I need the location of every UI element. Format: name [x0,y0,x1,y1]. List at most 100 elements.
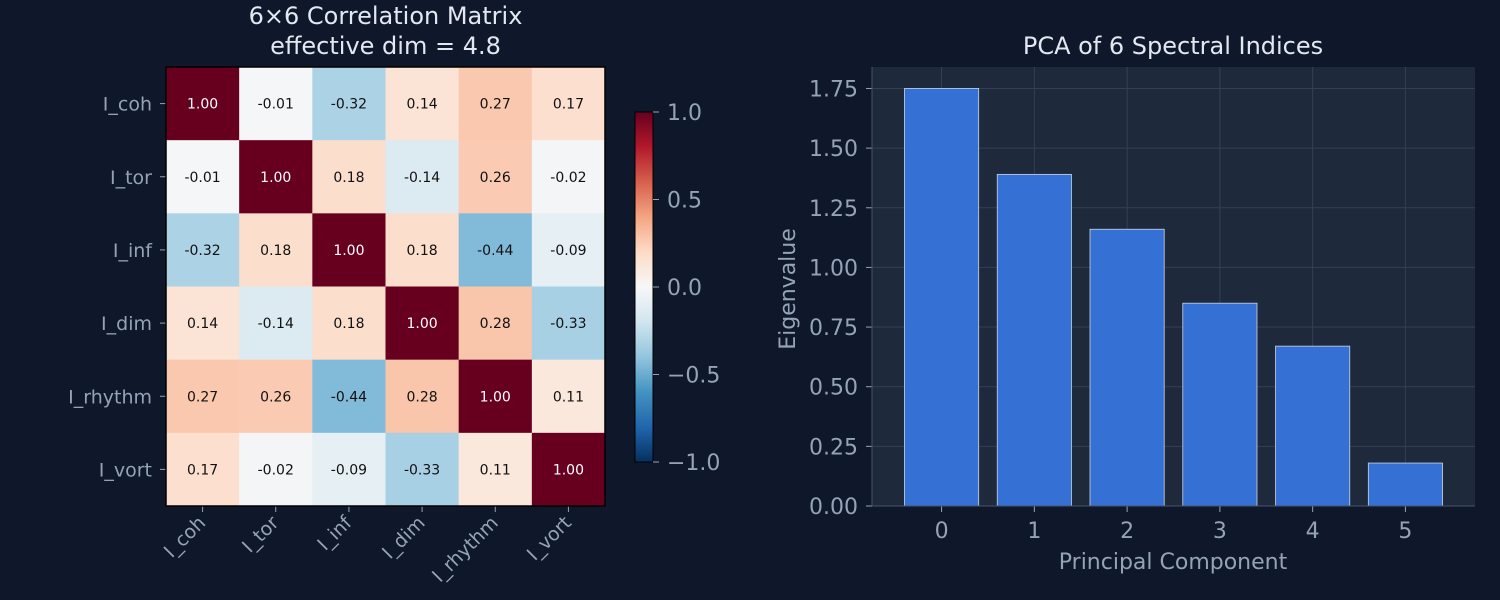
heatmap-cell-label-3-3: 1.00 [406,316,437,332]
heatmap-row-label-4: I_rhythm [68,386,152,408]
heatmap-cell-label-5-3: -0.33 [404,462,440,478]
heatmap-cells: 1.00 -0.01 -0.32 0.14 0.27 0.17 -0.01 1.00 0.18 -… [166,67,606,507]
heatmap-subtitle: effective dim = 4.8 [270,32,501,60]
heatmap-cell-label-1-3: -0.14 [404,170,440,186]
heatmap-cell-label-1-2: 0.18 [333,170,364,186]
barchart-y-tick-label-5: 1.25 [809,197,858,222]
heatmap-cell-label-0-5: 0.17 [553,97,584,113]
barchart-y-tick-label-7: 1.75 [809,77,858,102]
heatmap-cell-label-5-0: 0.17 [187,462,218,478]
barchart-x-tick-label-2: 2 [1120,519,1134,544]
barchart-x-tick-label-5: 5 [1398,519,1412,544]
heatmap-cell-4-1 [239,359,313,434]
heatmap-cell-label-2-1: 0.18 [260,243,291,259]
heatmap-cell-label-5-4: 0.11 [480,462,511,478]
barchart-x-tick-label-0: 0 [935,519,949,544]
heatmap-cell-0-0 [166,67,240,141]
barchart-bar-4 [1275,345,1351,507]
heatmap-cell-label-2-5: -0.09 [550,243,586,259]
heatmap-cell-1-4 [458,140,533,214]
colorbar-tick-label-0: 1.0 [667,101,702,126]
heatmap-cell-label-0-4: 0.27 [480,97,511,113]
heatmap-cell-label-4-3: 0.28 [406,389,437,405]
heatmap-cell-3-5 [531,286,606,361]
heatmap-cell-label-4-2: -0.44 [331,389,367,405]
heatmap-cell-label-3-4: 0.28 [480,316,511,332]
correlation-heatmap-chart: 6×6 Correlation Matrix effective dim = 4… [68,2,606,587]
barchart-bar-1 [996,173,1072,507]
heatmap-cell-3-2 [312,286,386,361]
heatmap-cell-label-1-5: -0.02 [550,170,586,186]
heatmap-cell-3-0 [166,286,240,361]
heatmap-col-label-5: I_vort [523,512,576,565]
heatmap-cell-label-4-4: 1.00 [480,389,511,405]
heatmap-row-label-0: I_coh [103,94,152,116]
heatmap-row-label-1: I_tor [110,167,152,189]
barchart-y-tick-label-3: 0.75 [809,316,858,341]
heatmap-cell-0-3 [385,67,460,141]
barchart-x-tick-label-3: 3 [1213,519,1227,544]
heatmap-col-label-4: I_rhythm [428,512,503,587]
heatmap-title: 6×6 Correlation Matrix [249,2,523,30]
barchart-y-tick-label-2: 0.50 [809,376,858,401]
heatmap-cell-label-4-1: 0.26 [260,389,291,405]
heatmap-cell-4-5 [531,359,606,434]
heatmap-cell-label-5-2: -0.09 [331,462,367,478]
heatmap-cell-4-3 [385,359,460,434]
heatmap-cell-label-1-1: 1.00 [260,170,291,186]
heatmap-cell-0-2 [312,67,386,141]
heatmap-cell-label-3-5: -0.33 [550,316,586,332]
heatmap-cell-0-1 [239,67,313,141]
barchart-xlabel: Principal Component [1059,550,1288,575]
heatmap-cell-label-4-0: 0.27 [187,389,218,405]
heatmap-frame [165,66,606,507]
heatmap-col-label-0: I_coh [160,512,210,562]
heatmap-cell-0-5 [531,67,606,141]
colorbar-tick-label-3: −0.5 [667,364,720,389]
heatmap-cell-label-2-2: 1.00 [333,243,364,259]
heatmap-cell-1-2 [312,140,386,214]
heatmap-col-label-1: I_tor [238,512,283,557]
heatmap-cell-3-3 [385,286,460,361]
heatmap-cell-5-4 [458,432,533,507]
barchart-x-ticks: 0 1 2 3 4 5 [935,506,1412,544]
heatmap-cell-2-1 [239,213,313,287]
heatmap-col-label-3: I_dim [378,512,430,564]
heatmap-cell-1-1 [239,140,313,214]
heatmap-col-label-2: I_inf [313,511,357,555]
heatmap-cell-0-4 [458,67,533,141]
heatmap-row-label-3: I_dim [101,313,152,335]
heatmap-cell-label-3-0: 0.14 [187,316,218,332]
heatmap-cell-5-1 [239,432,313,507]
heatmap-row-labels: I_coh I_tor I_inf I_dim I_rhythm I_vort [68,94,166,481]
heatmap-cell-label-3-2: 0.18 [333,316,364,332]
heatmap-cell-label-4-5: 0.11 [553,389,584,405]
heatmap-cell-label-5-5: 1.00 [553,462,584,478]
heatmap-cell-label-0-0: 1.00 [187,97,218,113]
heatmap-cell-1-5 [531,140,606,214]
heatmap-cell-2-5 [531,213,606,287]
colorbar-tick-label-2: 0.0 [667,276,702,301]
heatmap-cell-label-0-2: -0.32 [331,97,367,113]
pca-bar-chart: PCA of 6 Spectral Indices 0.000.250.500.… [776,32,1475,575]
colorbar-tick-label-4: −1.0 [667,451,720,476]
barchart-y-tick-label-4: 1.00 [809,256,858,281]
colorbar-ticks: 1.0 0.5 0.0 −0.5 −1.0 [653,101,720,476]
heatmap-cell-4-2 [312,359,386,434]
heatmap-cell-label-1-4: 0.26 [480,170,511,186]
barchart-y-tick-label-6: 1.50 [809,137,858,162]
heatmap-cell-label-0-1: -0.01 [258,97,294,113]
heatmap-cell-5-3 [385,432,460,507]
heatmap-cell-3-1 [239,286,313,361]
barchart-y-ticks: 0.00 0.25 0.50 0.75 1.00 1.25 1.50 1.75 [809,77,872,520]
heatmap-cell-2-2 [312,213,386,287]
heatmap-cell-5-0 [166,432,240,507]
heatmap-row-label-5: I_vort [99,459,152,481]
heatmap-row-label-2: I_inf [113,240,153,262]
barchart-y-tick-label-1: 0.25 [809,435,858,460]
heatmap-cell-4-4 [458,359,533,434]
heatmap-cell-label-5-1: -0.02 [258,462,294,478]
heatmap-cell-2-4 [458,213,533,287]
